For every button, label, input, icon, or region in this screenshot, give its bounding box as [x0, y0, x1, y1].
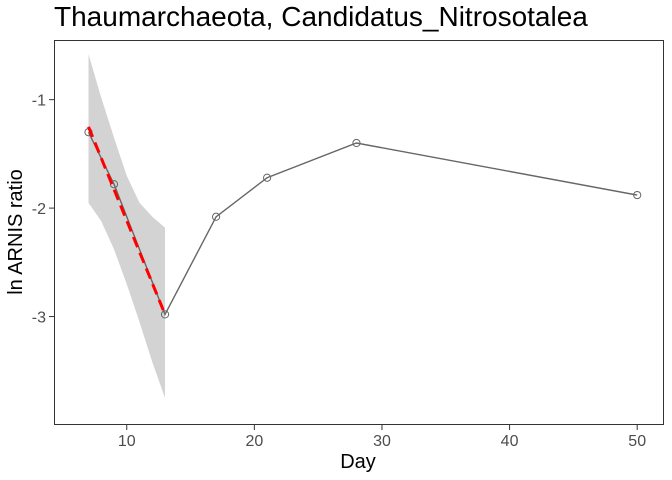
plot-border — [54, 40, 664, 425]
data-point — [352, 138, 361, 148]
x-tick-label: 40 — [501, 433, 519, 450]
confidence-ribbon — [88, 54, 165, 398]
chart-title: Thaumarchaeota, Candidatus_Nitrosotalea — [54, 1, 588, 32]
y-tick-label: -3 — [32, 310, 46, 327]
data-point — [160, 310, 170, 319]
x-axis-title: Day — [340, 451, 376, 473]
x-tick-label: 50 — [628, 433, 646, 450]
y-tick-label: -2 — [32, 201, 46, 218]
x-tick-label: 10 — [118, 433, 136, 450]
data-point — [633, 190, 642, 200]
plot-area — [84, 54, 642, 398]
x-tick-label: 30 — [373, 433, 391, 450]
y-axis-title: ln ARNIS ratio — [5, 169, 27, 295]
y-tick-label: -1 — [32, 93, 46, 110]
series-line — [87, 131, 638, 317]
x-tick-label: 20 — [245, 433, 263, 450]
data-point — [263, 173, 272, 182]
axes: 10 20 30 40 50 -1 -2 -3 — [32, 93, 646, 450]
data-point — [211, 212, 221, 221]
